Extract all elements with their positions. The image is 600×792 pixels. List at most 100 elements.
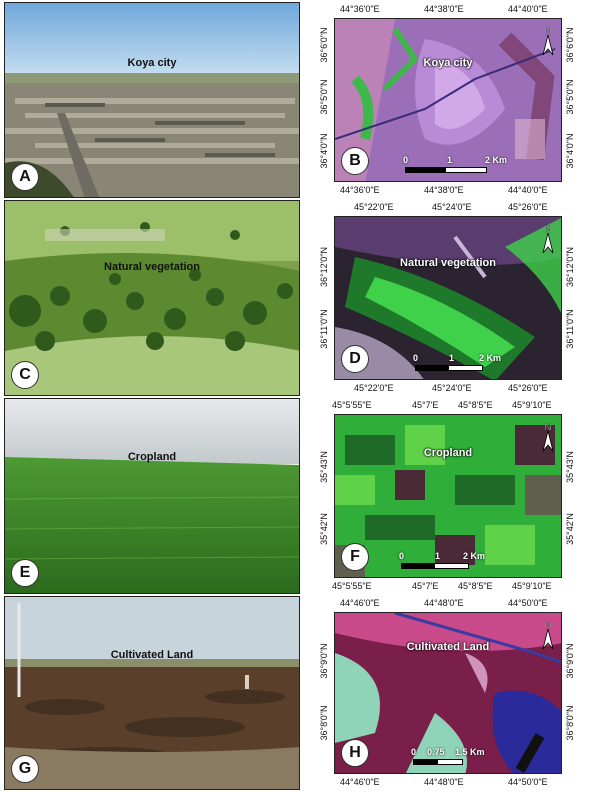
tick-top: 44°38'0"E	[424, 4, 464, 14]
photo-panel-koya: Koya city A	[4, 2, 300, 198]
scale-bar	[413, 759, 463, 765]
tick-right: 36°5'0"N	[565, 79, 575, 115]
photo-panel-vegetation: Natural vegetation C	[4, 200, 300, 396]
panel-letter-h: H	[341, 739, 369, 767]
tick-bottom: 45°22'0"E	[354, 383, 394, 393]
scale-1: 0.75	[427, 747, 445, 757]
photo-cropland-image	[5, 399, 299, 593]
north-arrow-icon: N	[541, 25, 555, 59]
photo-panel-cultivated: Cultivated Land G	[4, 596, 300, 790]
photo-caption: Cropland	[127, 451, 177, 463]
map-cropland-image	[335, 415, 561, 577]
tick-bottom: 45°26'0"E	[508, 383, 548, 393]
tick-left: 36°6'0"N	[319, 27, 329, 63]
scale-0: 0	[411, 747, 417, 757]
panel-letter-a: A	[11, 163, 39, 191]
tick-right: 36°8'0"N	[565, 705, 575, 741]
tick-bottom: 44°36'0"E	[340, 185, 380, 195]
map-caption: Natural vegetation	[400, 257, 496, 269]
north-label: N	[545, 422, 552, 432]
tick-top: 44°36'0"E	[340, 4, 380, 14]
map-caption: Koya city	[423, 57, 473, 69]
north-label: N	[545, 620, 552, 630]
tick-right: 36°9'0"N	[565, 643, 575, 679]
tick-bottom: 44°46'0"E	[340, 777, 380, 787]
tick-bottom: 45°24'0"E	[432, 383, 472, 393]
scale-0: 0	[413, 353, 419, 363]
panel-letter-c: C	[11, 361, 39, 389]
scale-2: 2 Km	[485, 155, 508, 165]
photo-caption: Koya city	[127, 57, 177, 69]
tick-right: 36°4'0"N	[565, 133, 575, 169]
tick-top: 45°24'0"E	[432, 202, 472, 212]
panel-letter-g: G	[11, 755, 39, 783]
tick-top: 44°46'0"E	[340, 598, 380, 608]
scale-bar	[401, 563, 469, 569]
north-arrow-icon: N	[541, 421, 555, 455]
tick-left: 36°12'0"N	[319, 246, 329, 288]
map-cultivated-image	[335, 613, 561, 773]
tick-left: 35°42'N	[319, 513, 329, 545]
map-panel-koya: Koya city B N 0 1 2 Km	[334, 18, 562, 182]
tick-left: 36°4'0"N	[319, 133, 329, 169]
scale-1: 1	[447, 155, 453, 165]
photo-cultivated-image	[5, 597, 299, 789]
photo-vegetation-image	[5, 201, 299, 395]
scale-0: 0	[399, 551, 405, 561]
map-panel-cultivated: Cultivated Land H N 0 0.75 1.5 Km	[334, 612, 562, 774]
tick-left: 35°43'N	[319, 451, 329, 483]
tick-top: 44°50'0"E	[508, 598, 548, 608]
tick-top: 45°5'55"E	[332, 400, 372, 410]
tick-bottom: 45°8'5"E	[458, 581, 493, 591]
tick-top: 45°9'10"E	[512, 400, 552, 410]
scale-1: 1	[435, 551, 441, 561]
tick-left: 36°5'0"N	[319, 79, 329, 115]
tick-top: 45°8'5"E	[458, 400, 493, 410]
tick-top: 45°22'0"E	[354, 202, 394, 212]
north-label: N	[545, 224, 552, 234]
panel-letter-e: E	[11, 559, 39, 587]
scale-2: 1.5 Km	[455, 747, 485, 757]
tick-left: 36°9'0"N	[319, 643, 329, 679]
north-arrow-icon: N	[541, 619, 555, 653]
photo-panel-cropland: Cropland E	[4, 398, 300, 594]
map-koya-image	[335, 19, 561, 181]
photo-caption: Natural vegetation	[104, 261, 200, 273]
tick-right: 35°42'N	[565, 513, 575, 545]
tick-bottom: 44°50'0"E	[508, 777, 548, 787]
map-caption: Cultivated Land	[406, 641, 490, 653]
north-label: N	[545, 26, 552, 36]
tick-bottom: 45°5'55"E	[332, 581, 372, 591]
map-panel-vegetation: Natural vegetation D N 0 1 2 Km	[334, 216, 562, 380]
panel-letter-d: D	[341, 345, 369, 373]
tick-right: 35°43'N	[565, 451, 575, 483]
tick-top: 44°40'0"E	[508, 4, 548, 14]
tick-left: 36°11'0"N	[319, 309, 329, 349]
tick-top: 45°26'0"E	[508, 202, 548, 212]
tick-bottom: 45°7'E	[412, 581, 439, 591]
tick-right: 36°12'0"N	[565, 246, 575, 288]
scale-2: 2 Km	[463, 551, 486, 561]
tick-right: 36°6'0"N	[565, 27, 575, 63]
north-arrow-icon: N	[541, 223, 555, 257]
tick-left: 36°8'0"N	[319, 705, 329, 741]
tick-bottom: 44°38'0"E	[424, 185, 464, 195]
panel-letter-f: F	[341, 543, 369, 571]
scale-bar	[405, 167, 487, 173]
photo-caption: Cultivated Land	[110, 649, 194, 661]
tick-top: 45°7'E	[412, 400, 439, 410]
scale-2: 2 Km	[479, 353, 502, 363]
tick-top: 44°48'0"E	[424, 598, 464, 608]
panel-letter-b: B	[341, 147, 369, 175]
map-caption: Cropland	[423, 447, 473, 459]
photo-koya-image	[5, 3, 299, 197]
tick-right: 36°11'0"N	[565, 309, 575, 349]
tick-bottom: 44°40'0"E	[508, 185, 548, 195]
map-panel-cropland: Cropland F N 0 1 2 Km	[334, 414, 562, 578]
tick-bottom: 45°9'10"E	[512, 581, 552, 591]
scale-1: 1	[449, 353, 455, 363]
scale-bar	[415, 365, 483, 371]
tick-bottom: 44°48'0"E	[424, 777, 464, 787]
scale-0: 0	[403, 155, 409, 165]
